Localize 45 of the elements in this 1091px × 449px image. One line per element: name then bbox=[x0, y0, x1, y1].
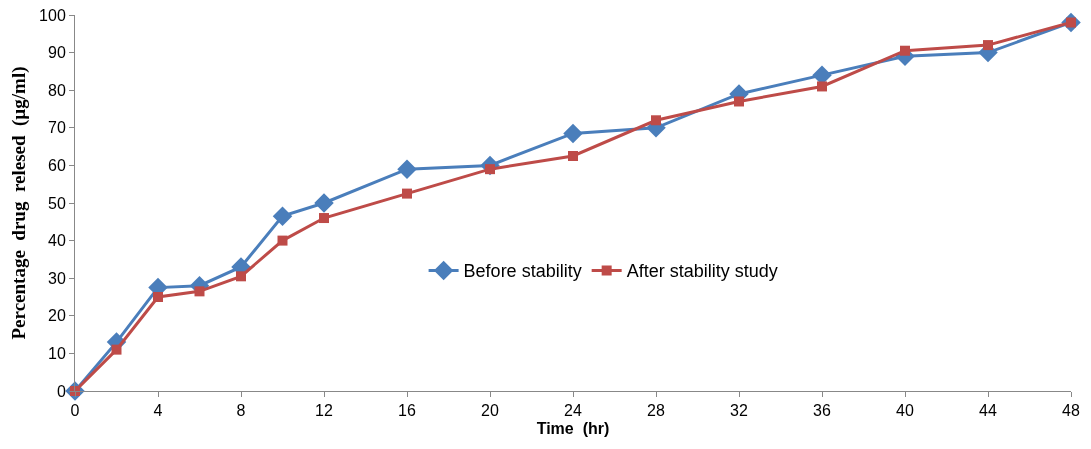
point bbox=[194, 286, 205, 297]
y-tick-label: 50 bbox=[48, 194, 66, 212]
point bbox=[319, 213, 329, 224]
x-tick-label: 28 bbox=[647, 402, 665, 420]
point bbox=[236, 271, 246, 282]
x-tick-label: 8 bbox=[236, 402, 246, 420]
point bbox=[817, 81, 827, 92]
point bbox=[272, 206, 293, 226]
y-tick-label: 70 bbox=[48, 119, 66, 137]
y-tick-label: 100 bbox=[39, 6, 66, 24]
point bbox=[651, 115, 661, 126]
point bbox=[277, 235, 288, 246]
x-tick-label: 36 bbox=[813, 402, 831, 420]
y-tick-label: 80 bbox=[48, 81, 66, 99]
y-tick-label: 20 bbox=[48, 307, 66, 325]
x-axis-title: Time (hr) bbox=[536, 419, 610, 437]
point bbox=[568, 151, 578, 161]
x-tick-label: 16 bbox=[398, 402, 416, 420]
point bbox=[734, 96, 744, 107]
x-tick-label: 0 bbox=[70, 402, 80, 420]
point bbox=[111, 344, 122, 355]
legend-label: After stability study bbox=[626, 261, 778, 282]
y-tick-label: 30 bbox=[48, 269, 66, 287]
y-tick-label: 10 bbox=[48, 345, 66, 362]
x-tick-label: 48 bbox=[1062, 402, 1080, 420]
y-tick-label: 60 bbox=[48, 157, 66, 174]
y-axis-title: Percentage drug relesed (µg/ml) bbox=[7, 66, 30, 340]
point bbox=[563, 123, 583, 144]
point bbox=[900, 45, 910, 56]
x-tick-label: 12 bbox=[315, 402, 333, 420]
point bbox=[402, 188, 412, 199]
point bbox=[314, 193, 334, 213]
point bbox=[983, 40, 993, 51]
x-tick-label: 40 bbox=[896, 402, 914, 420]
y-tick-label: 90 bbox=[48, 44, 66, 62]
legend-label: Before stability bbox=[463, 261, 582, 282]
x-tick-label: 44 bbox=[979, 402, 997, 420]
y-tick-label: 40 bbox=[48, 232, 66, 250]
point bbox=[397, 159, 417, 179]
x-tick-label: 20 bbox=[481, 402, 499, 420]
x-tick-label: 32 bbox=[730, 402, 748, 420]
x-tick-label: 24 bbox=[564, 402, 582, 420]
x-tick-label: 4 bbox=[153, 402, 163, 420]
y-tick-label: 0 bbox=[56, 382, 66, 400]
point bbox=[153, 292, 163, 302]
